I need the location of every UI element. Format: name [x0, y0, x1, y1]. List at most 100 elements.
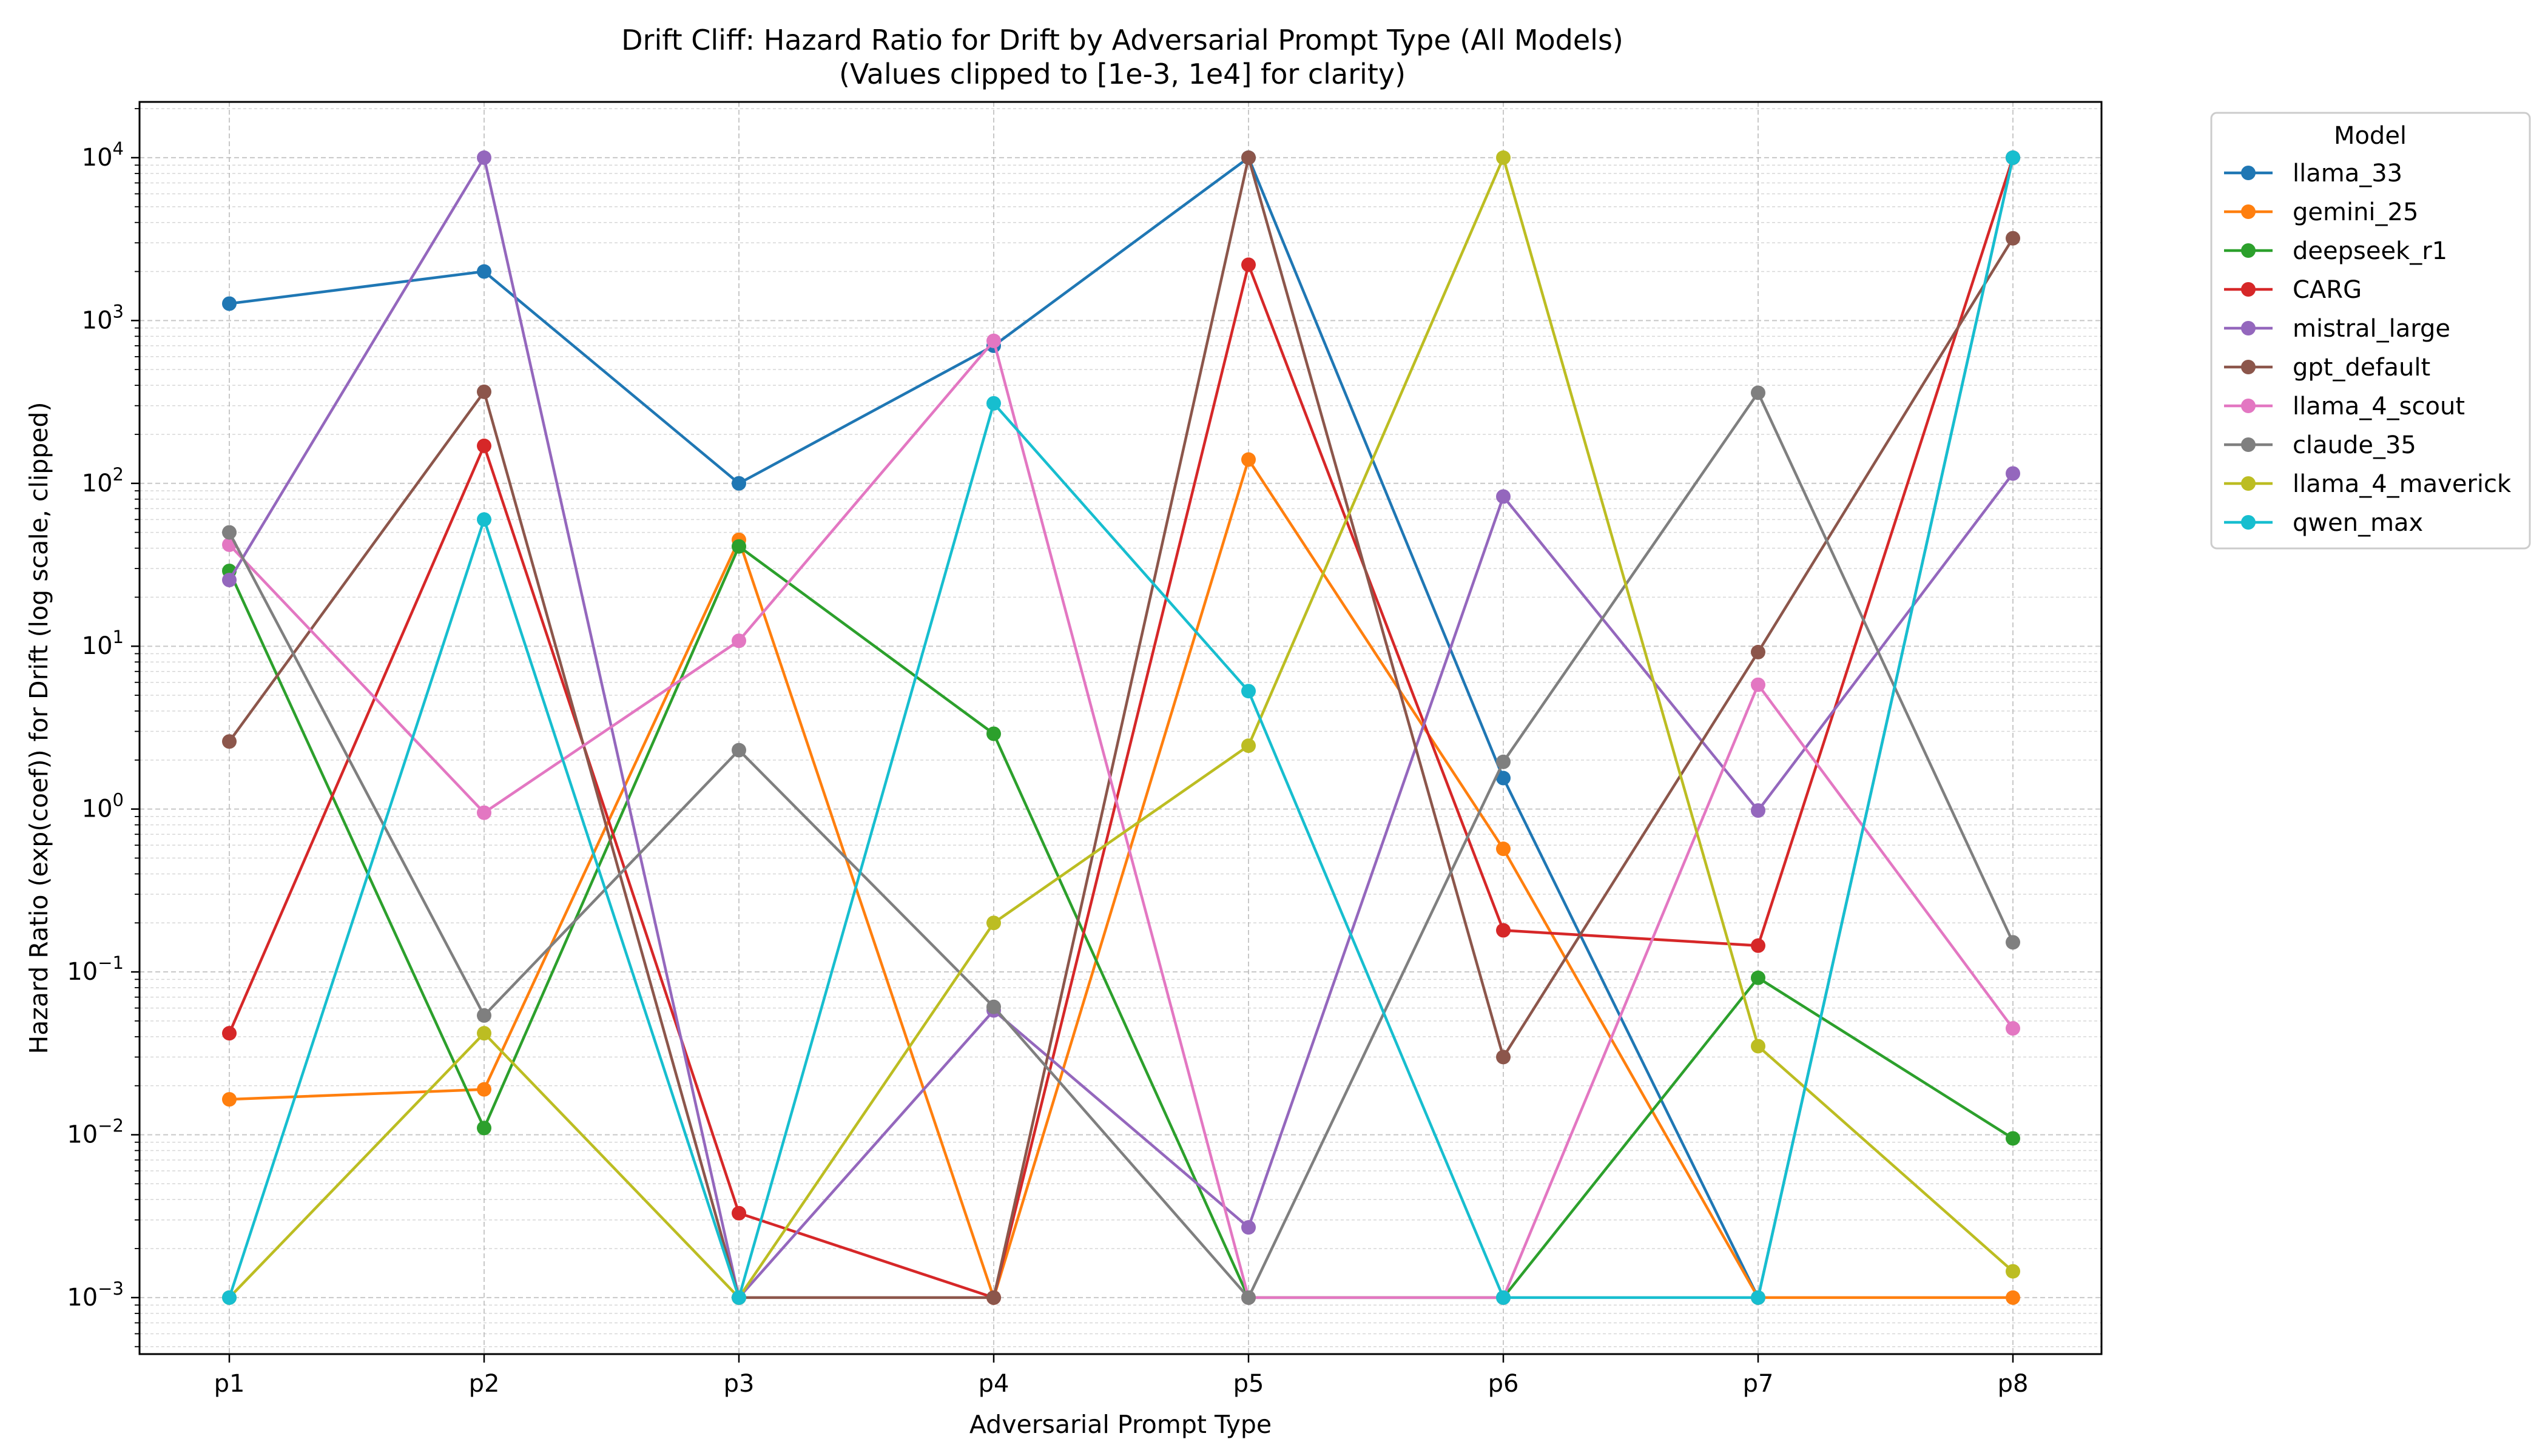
data-point — [477, 1082, 491, 1097]
data-point — [1751, 644, 1765, 659]
data-point — [732, 539, 746, 554]
data-point — [986, 999, 1001, 1014]
data-point — [477, 1026, 491, 1041]
legend-label: llama_4_scout — [2293, 393, 2465, 420]
series-line — [228, 545, 2014, 1299]
y-tick-label: 10−3 — [67, 1278, 124, 1312]
legend-item-CARG: CARG — [2224, 276, 2362, 304]
x-tick-label: p2 — [469, 1370, 500, 1398]
data-point — [1751, 385, 1765, 400]
data-point — [2006, 1021, 2020, 1036]
data-point — [477, 512, 491, 527]
x-tick-label: p1 — [214, 1370, 245, 1398]
data-point — [1751, 677, 1765, 692]
grid-lines — [140, 102, 2101, 1354]
data-point — [2006, 935, 2020, 950]
data-point — [986, 726, 1001, 741]
y-axis-ticks: 10−3 10−2 10−1 100 101 102 103 104 — [67, 108, 140, 1347]
series-line — [228, 157, 2015, 1299]
legend-entries: llama_33 gemini_25 deepseek_r1 CARG mistral_… — [2224, 160, 2512, 537]
data-point — [477, 1008, 491, 1023]
series-line — [228, 156, 2014, 1299]
legend-marker — [2241, 204, 2256, 219]
data-point — [477, 805, 491, 820]
data-point — [222, 734, 237, 749]
legend-label: llama_33 — [2293, 160, 2402, 187]
data-point — [732, 633, 746, 649]
x-tick-label: p4 — [979, 1370, 1009, 1398]
x-tick-label: p7 — [1743, 1370, 1774, 1398]
plot-area-frame — [138, 101, 2103, 1355]
data-point — [477, 384, 491, 399]
legend-box — [2210, 112, 2531, 550]
data-point — [1241, 684, 1256, 699]
series-line — [229, 458, 2013, 1299]
series-qwen_max — [222, 150, 2020, 1305]
legend-label: CARG — [2293, 276, 2362, 304]
data-point — [2006, 1131, 2020, 1146]
y-tick-label: 101 — [82, 627, 124, 660]
legend-label: qwen_max — [2293, 509, 2423, 537]
x-tick-label: p5 — [1233, 1370, 1264, 1398]
legend-marker — [2241, 166, 2256, 180]
data-point — [1496, 770, 1511, 786]
legend-marker — [2241, 437, 2256, 452]
x-axis-ticks: p1 p2 p3 p4 p5 p6 p7 p8 — [214, 1354, 2028, 1398]
legend-item-deepseek_r1: deepseek_r1 — [2224, 237, 2447, 265]
legend-marker — [2241, 399, 2256, 413]
data-point — [1496, 1290, 1511, 1305]
data-point — [1751, 803, 1765, 818]
data-point — [2006, 231, 2020, 246]
data-point — [1241, 1290, 1256, 1305]
data-point — [222, 573, 237, 588]
y-tick-label: 103 — [82, 301, 124, 334]
data-point — [1241, 452, 1256, 467]
data-point — [477, 264, 491, 279]
data-point — [986, 1290, 1001, 1305]
data-point — [732, 476, 746, 491]
data-point — [222, 1290, 237, 1305]
series-lines — [222, 150, 2020, 1305]
legend-marker — [2241, 360, 2256, 374]
legend-item-llama_33: llama_33 — [2224, 160, 2402, 187]
data-point — [732, 743, 746, 758]
data-point — [1496, 489, 1511, 504]
data-point — [2006, 150, 2020, 165]
series-llama_4_maverick — [222, 150, 2020, 1305]
data-point — [986, 915, 1001, 931]
y-tick-label: 100 — [82, 790, 124, 823]
legend-label: gpt_default — [2293, 354, 2430, 382]
data-point — [732, 1205, 746, 1221]
legend-title: Model — [2334, 122, 2407, 150]
legend-item-mistral_large: mistral_large — [2224, 315, 2450, 343]
x-tick-label: p3 — [724, 1370, 755, 1398]
data-point — [477, 1121, 491, 1136]
y-tick-label: 102 — [82, 464, 124, 497]
legend-label: claude_35 — [2293, 431, 2416, 459]
legend-marker — [2241, 515, 2256, 530]
data-point — [732, 1290, 746, 1305]
series-line — [228, 157, 2015, 1299]
legend-item-claude_35: claude_35 — [2224, 431, 2416, 459]
data-point — [1751, 1039, 1765, 1054]
series-line — [228, 339, 2014, 1299]
legend-item-llama_4_maverick: llama_4_maverick — [2224, 470, 2512, 498]
data-point — [986, 333, 1001, 348]
series-line — [229, 156, 2015, 1299]
data-point — [222, 296, 237, 311]
data-point — [222, 1026, 237, 1041]
data-point — [477, 150, 491, 165]
legend-marker — [2241, 321, 2256, 335]
legend-label: mistral_large — [2293, 315, 2450, 343]
data-point — [2006, 466, 2020, 481]
data-point — [1751, 970, 1765, 985]
series-llama_33 — [222, 150, 2020, 1305]
y-tick-label: 10−1 — [67, 952, 124, 986]
legend-marker — [2241, 243, 2256, 258]
legend-label: gemini_25 — [2293, 198, 2418, 226]
series-line — [228, 156, 2014, 1299]
data-point — [1496, 841, 1511, 857]
data-point — [2006, 1264, 2020, 1279]
data-point — [1496, 150, 1511, 165]
